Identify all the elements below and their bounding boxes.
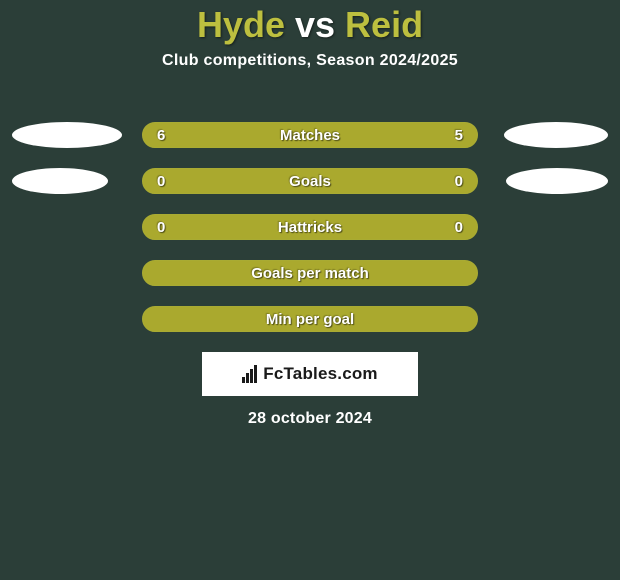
vs-label: vs bbox=[295, 4, 335, 45]
right-bubble-slot bbox=[478, 168, 608, 194]
stat-label: Min per goal bbox=[266, 311, 354, 328]
stat-label: Goals per match bbox=[251, 265, 369, 282]
stat-rows-container: 6 Matches 5 0 Goals 0 0 Hattricks 0 Goals per mat… bbox=[0, 122, 620, 332]
left-bubble-slot bbox=[12, 122, 142, 148]
stat-row: Goals per match bbox=[0, 260, 620, 286]
right-bubble-slot bbox=[478, 122, 608, 148]
player2-name: Reid bbox=[345, 4, 423, 45]
stat-right-value: 0 bbox=[455, 173, 463, 190]
subtitle: Club competitions, Season 2024/2025 bbox=[0, 52, 620, 70]
stat-row: 0 Goals 0 bbox=[0, 168, 620, 194]
date-label: 28 october 2024 bbox=[0, 410, 620, 428]
stat-pill: 0 Goals 0 bbox=[142, 168, 478, 194]
left-bubble-slot bbox=[12, 168, 142, 194]
stat-pill: 0 Hattricks 0 bbox=[142, 214, 478, 240]
stat-left-value: 6 bbox=[157, 127, 165, 144]
stat-pill: 6 Matches 5 bbox=[142, 122, 478, 148]
player1-name: Hyde bbox=[197, 4, 285, 45]
bar-chart-icon bbox=[242, 365, 257, 383]
stat-row: Min per goal bbox=[0, 306, 620, 332]
stat-left-value: 0 bbox=[157, 173, 165, 190]
stat-row: 6 Matches 5 bbox=[0, 122, 620, 148]
right-bubble bbox=[504, 122, 608, 148]
logo-text: FcTables.com bbox=[263, 364, 378, 384]
fctables-logo: FcTables.com bbox=[202, 352, 418, 396]
stat-row: 0 Hattricks 0 bbox=[0, 214, 620, 240]
stat-label: Hattricks bbox=[278, 219, 342, 236]
stat-pill: Min per goal bbox=[142, 306, 478, 332]
stat-label: Goals bbox=[289, 173, 331, 190]
left-bubble bbox=[12, 122, 122, 148]
left-bubble bbox=[12, 168, 108, 194]
stat-left-value: 0 bbox=[157, 219, 165, 236]
page-title: Hyde vs Reid bbox=[0, 0, 620, 44]
stat-right-value: 5 bbox=[455, 127, 463, 144]
stat-pill: Goals per match bbox=[142, 260, 478, 286]
stat-right-value: 0 bbox=[455, 219, 463, 236]
right-bubble bbox=[506, 168, 608, 194]
stat-label: Matches bbox=[280, 127, 340, 144]
